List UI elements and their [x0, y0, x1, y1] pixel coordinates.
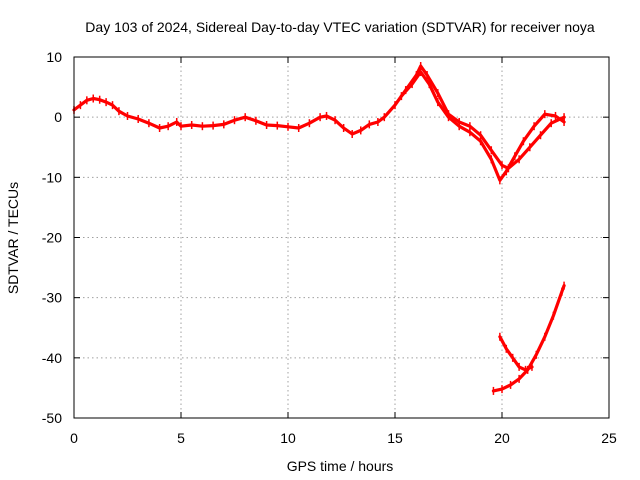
- x-tick-label: 10: [280, 430, 296, 446]
- series-line-2: [399, 70, 566, 182]
- series-line-3: [491, 284, 566, 393]
- x-axis-label: GPS time / hours: [287, 458, 394, 474]
- chart-title: Day 103 of 2024, Sidereal Day-to-day VTE…: [85, 19, 595, 35]
- series-line-4: [498, 335, 534, 372]
- ticks-layer: 0 5 10 15 20 25 -50 -40 -30 -20 -10 0 10: [42, 49, 617, 446]
- y-tick-label: 10: [46, 49, 62, 65]
- x-tick-label: 5: [177, 430, 185, 446]
- series-line-1: [72, 64, 566, 170]
- x-tick-label: 0: [70, 430, 78, 446]
- y-tick-label: -20: [42, 230, 62, 246]
- y-tick-label: -10: [42, 169, 62, 185]
- y-tick-label: -50: [42, 410, 62, 426]
- x-tick-label: 25: [601, 430, 617, 446]
- y-tick-label: 0: [54, 109, 62, 125]
- x-tick-label: 15: [387, 430, 403, 446]
- y-axis-label: SDTVAR / TECUs: [5, 182, 21, 294]
- y-tick-label: -30: [42, 290, 62, 306]
- x-tick-label: 20: [494, 430, 510, 446]
- y-tick-label: -40: [42, 350, 62, 366]
- plot-frame: [73, 56, 610, 419]
- grid-layer: [74, 57, 609, 418]
- series-layer: [72, 62, 566, 395]
